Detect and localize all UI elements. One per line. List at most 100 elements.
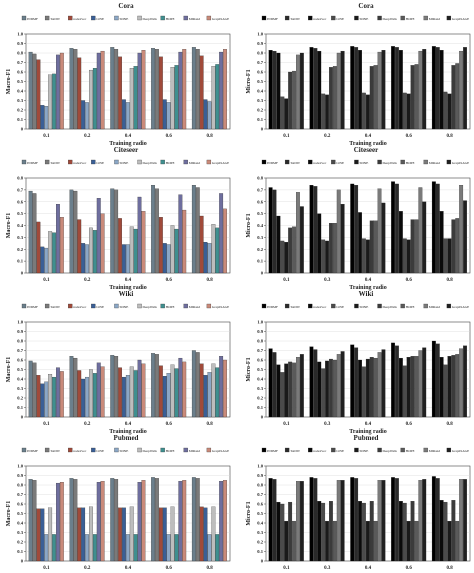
y-tick-label: 1.0	[257, 464, 263, 469]
legend-label: node2vec	[73, 161, 86, 165]
bar	[174, 368, 179, 418]
bar	[129, 506, 134, 562]
y-tick-label: 0.1	[17, 549, 23, 554]
bar	[85, 102, 89, 130]
x-tick-label: 0.6	[406, 422, 413, 427]
bar	[313, 48, 318, 130]
chart-legend: INDMF TADW node2vec LINE SDNE DeepWalk HOPE MIR…	[261, 447, 469, 453]
legend-label: MIRand	[189, 161, 201, 165]
bar	[28, 190, 33, 274]
bar	[292, 362, 296, 418]
bar	[325, 94, 329, 130]
bar	[463, 47, 467, 130]
legend-label: DeepWalk	[383, 161, 398, 165]
x-tick-label: 0.1	[283, 566, 290, 571]
bar	[133, 534, 138, 562]
bar	[77, 219, 82, 274]
bar	[350, 183, 355, 274]
bar	[92, 68, 97, 130]
legend-label: DeepWalk	[383, 17, 398, 21]
bar	[443, 91, 448, 130]
bar	[133, 370, 138, 418]
legend-swatch	[21, 15, 27, 21]
bar	[398, 211, 403, 274]
bar	[296, 192, 300, 274]
bar	[391, 181, 395, 274]
bar	[118, 56, 122, 130]
x-tick-label: 0.1	[43, 278, 50, 283]
bar	[191, 350, 196, 418]
legend-label: INDMF	[267, 449, 278, 453]
bar	[114, 189, 119, 274]
legend-label: GraphSAGE	[452, 17, 469, 21]
y-axis-label: Macro-F1	[6, 501, 12, 527]
legend-swatch	[354, 303, 359, 309]
legend-label: node2vec	[313, 17, 326, 21]
bar	[439, 500, 444, 562]
bar	[329, 223, 333, 274]
bar	[358, 50, 362, 130]
legend-swatch	[183, 303, 188, 309]
bar	[332, 66, 337, 130]
bar	[459, 348, 464, 418]
bar	[336, 480, 341, 562]
bar	[463, 200, 467, 274]
bar	[133, 228, 138, 274]
bar	[211, 506, 216, 562]
legend-swatch	[308, 15, 313, 21]
bar	[313, 349, 318, 418]
x-tick-label: 0.8	[446, 422, 453, 427]
legend-swatch	[137, 447, 142, 453]
chart-panel-7: Pubmed INDMF TADW node2vec LINE SDNE DeepWalk H…	[6, 434, 231, 571]
bar	[96, 52, 101, 130]
bar	[451, 500, 456, 562]
bar	[85, 534, 89, 562]
bar	[44, 106, 49, 130]
bar	[170, 67, 175, 130]
x-tick-label: 0.2	[84, 278, 91, 283]
legend-label: SDNE	[119, 305, 128, 309]
y-tick-label: 0.4	[17, 377, 23, 382]
bar	[69, 189, 74, 274]
legend-swatch	[44, 15, 50, 21]
bar	[28, 479, 33, 562]
y-tick-label: 0	[261, 415, 264, 420]
bar	[321, 93, 326, 130]
chart-title: Pubmed	[114, 434, 139, 442]
y-tick-label: 0.6	[257, 358, 263, 363]
chart-legend: INDMF TADW node2vec LINE SDNE DeepWalk HOPE MIR…	[21, 303, 229, 309]
bar	[268, 187, 273, 274]
bar	[443, 238, 448, 274]
y-tick-label: 0.5	[17, 367, 23, 372]
y-tick-label: 1.0	[257, 320, 263, 325]
legend-swatch	[261, 15, 267, 21]
legend-swatch	[308, 447, 313, 453]
legend-swatch	[261, 447, 267, 453]
bar	[435, 183, 440, 274]
bar	[195, 187, 200, 274]
x-tick-label: 0.1	[43, 422, 50, 427]
bar	[288, 71, 293, 130]
bar	[395, 478, 399, 562]
y-tick-label: 0.8	[257, 51, 263, 56]
bar	[195, 352, 200, 418]
bar	[365, 239, 370, 274]
bar	[158, 365, 163, 418]
bar	[292, 226, 296, 274]
legend-label: INDMF	[27, 161, 38, 165]
bar	[296, 357, 300, 418]
bar	[199, 215, 204, 274]
legend-label: HOPE	[166, 449, 175, 453]
x-tick-label: 0.3	[324, 566, 331, 571]
y-tick-label: 0.1	[257, 405, 263, 410]
y-tick-label: 0.3	[257, 98, 263, 103]
legend-label: GraphSAGE	[212, 449, 229, 453]
x-tick-label: 0.8	[446, 134, 453, 139]
bar	[85, 244, 89, 274]
y-tick-label: 0.8	[17, 51, 23, 56]
bar	[122, 376, 126, 418]
bar	[174, 534, 179, 562]
legend-label: HOPE	[406, 449, 415, 453]
bar	[44, 534, 49, 562]
bar	[391, 477, 395, 562]
